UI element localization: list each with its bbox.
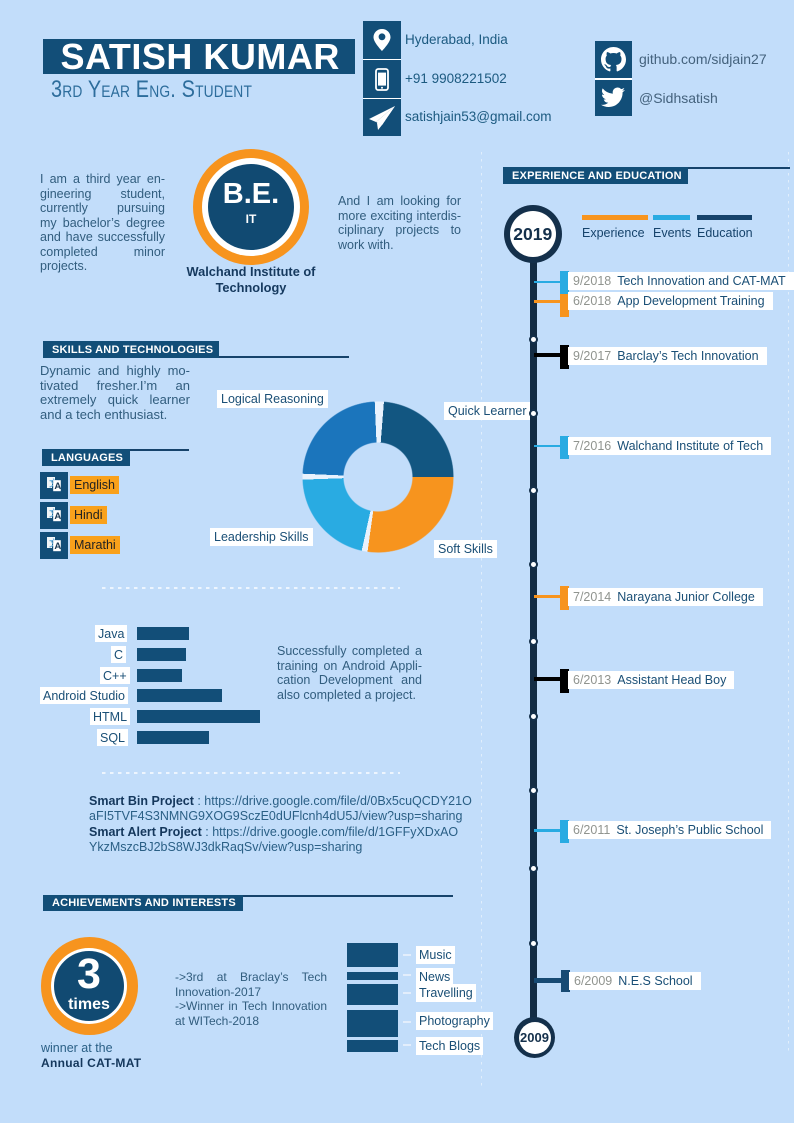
svg-text:A: A <box>54 481 61 492</box>
svg-text:A: A <box>54 511 61 522</box>
svg-text:A: A <box>54 541 61 552</box>
